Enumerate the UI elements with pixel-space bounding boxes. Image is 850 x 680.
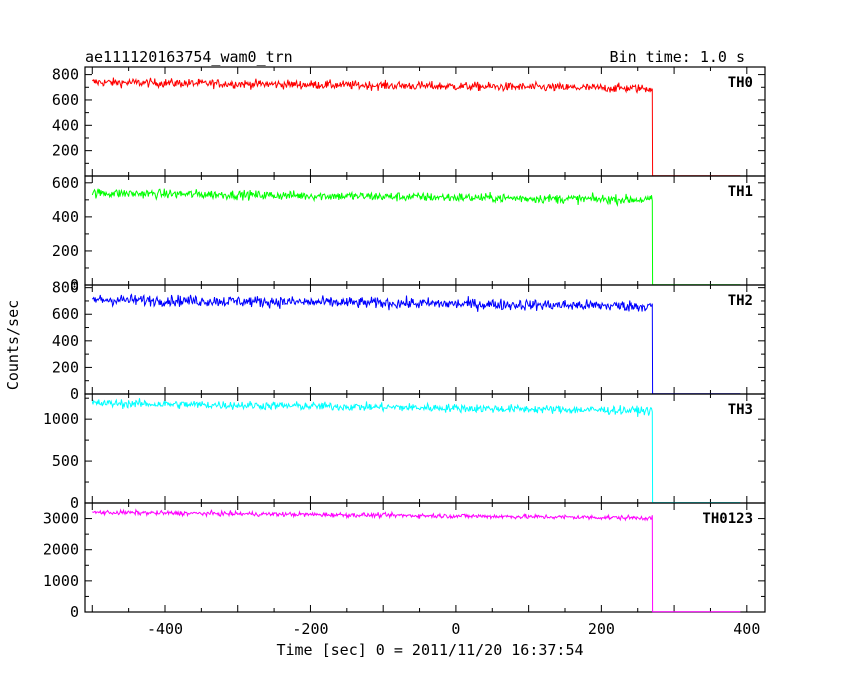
y-tick-label: 600 — [52, 91, 79, 109]
series-th3 — [91, 398, 741, 504]
y-tick-label: 400 — [52, 208, 79, 226]
y-tick-label: 200 — [52, 142, 79, 160]
panel-frame — [84, 393, 766, 504]
y-axis-title: Counts/sec — [4, 300, 22, 390]
y-tick-label: 0 — [70, 276, 79, 294]
series-th2 — [91, 293, 741, 395]
x-tick-label: 400 — [733, 620, 760, 638]
y-tick-label: 2000 — [43, 541, 79, 559]
y-tick-label: 400 — [52, 116, 79, 134]
y-tick-label: 1000 — [43, 410, 79, 428]
y-tick-label: 500 — [52, 452, 79, 470]
y-tick-label: 800 — [52, 66, 79, 84]
y-tick-label: 400 — [52, 332, 79, 350]
y-tick-label: 3000 — [43, 510, 79, 528]
y-tick-label: 0 — [70, 385, 79, 403]
x-tick-label: 200 — [588, 620, 615, 638]
y-tick-label: 600 — [52, 305, 79, 323]
series-th1 — [91, 188, 741, 286]
panels: 200 400 600 800 TH0 0 200 400 600 TH1 0 200 400 600 80… — [43, 66, 766, 638]
panel-th0123: 0 1000 2000 3000 TH0123 — [43, 502, 766, 621]
panel-th1: 0 200 400 600 TH1 — [52, 174, 766, 294]
chart-title: ae111120163754_wam0_trn — [85, 48, 293, 66]
channel-label: TH0123 — [702, 511, 753, 527]
panel-th3: 0 500 1000 TH3 — [43, 393, 766, 512]
x-tick-label: 0 — [451, 620, 460, 638]
x-tick-label: -200 — [292, 620, 328, 638]
series-th0123 — [92, 508, 741, 613]
channel-label: TH3 — [728, 402, 753, 418]
y-tick-label: 200 — [52, 242, 79, 260]
channel-label: TH1 — [728, 184, 753, 200]
panel-th2: 0 200 400 600 800 TH2 — [52, 279, 766, 403]
y-tick-label: 1000 — [43, 572, 79, 590]
channel-label: TH2 — [728, 293, 753, 309]
series-th0 — [91, 77, 741, 177]
x-axis-title: Time [sec] 0 = 2011/11/20 16:37:54 — [276, 641, 583, 659]
panel-th0: 200 400 600 800 TH0 — [52, 66, 766, 177]
panel-frame — [84, 502, 766, 613]
channel-label: TH0 — [728, 75, 753, 91]
y-tick-label: 200 — [52, 358, 79, 376]
y-tick-label: 0 — [70, 603, 79, 621]
x-tick-label: -400 — [147, 620, 183, 638]
y-tick-label: 800 — [52, 279, 79, 297]
y-tick-label: 600 — [52, 174, 79, 192]
bin-time-label: Bin time: 1.0 s — [610, 48, 745, 66]
y-tick-label: 0 — [70, 494, 79, 512]
